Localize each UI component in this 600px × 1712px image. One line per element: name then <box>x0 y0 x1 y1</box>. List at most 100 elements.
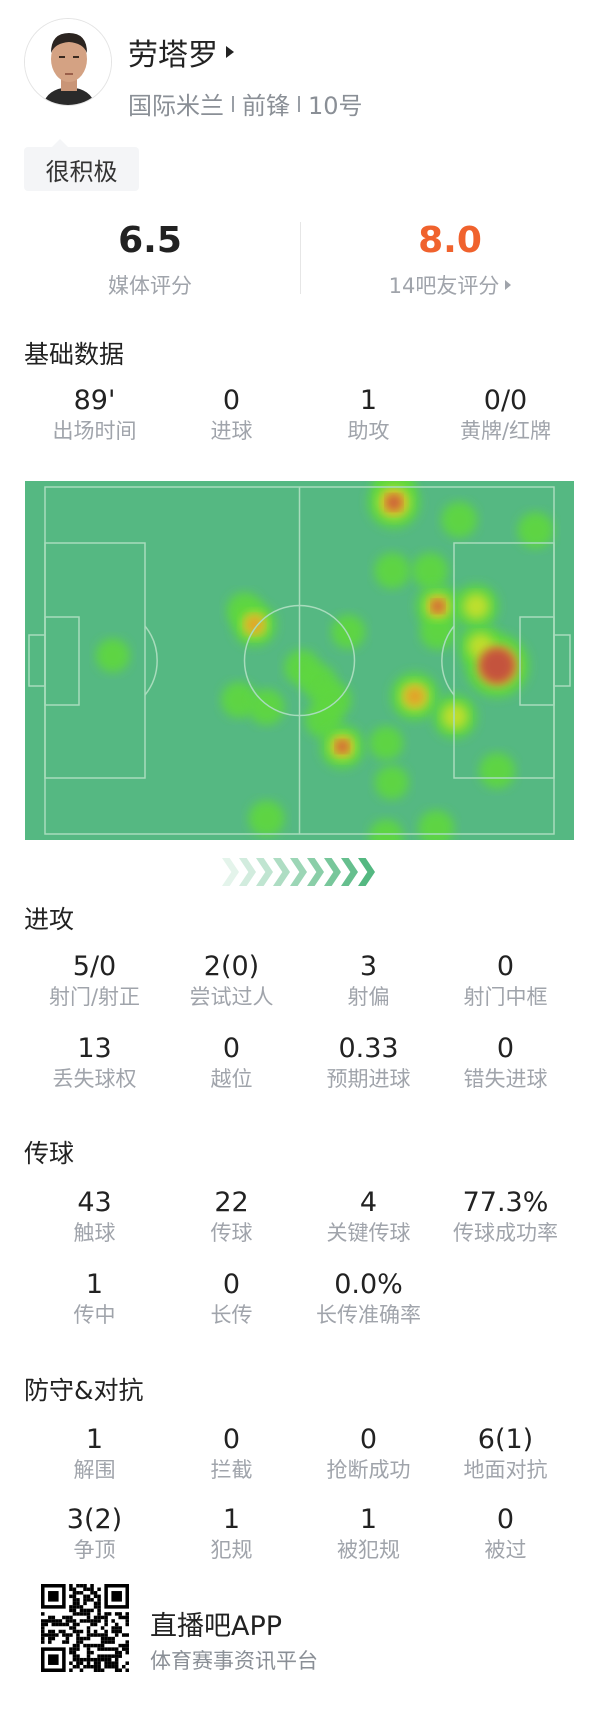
section-title: 防守&对抗 <box>24 1376 144 1405</box>
stat-item: 22 传球 <box>163 1187 300 1247</box>
heatmap-spot <box>478 647 516 684</box>
stat-label: 助攻 <box>347 419 390 443</box>
stat-value: 1 <box>85 1269 104 1300</box>
heatmap-spot <box>336 741 348 753</box>
heatmap-spot <box>442 703 468 730</box>
stat-label: 传球成功率 <box>453 1221 558 1245</box>
chevron-right-icon <box>256 858 273 886</box>
stat-value: 0 <box>496 1504 515 1535</box>
stat-item: 0 进球 <box>163 385 300 445</box>
stat-value: 1 <box>359 385 378 416</box>
stat-label: 错失进球 <box>463 1067 548 1091</box>
stat-value: 0 <box>222 385 241 416</box>
divider <box>232 95 234 112</box>
attack-direction-arrows <box>222 858 375 886</box>
player-avatar[interactable] <box>24 18 112 106</box>
stat-item: 0.0% 长传准确率 <box>300 1269 437 1329</box>
stat-value: 0 <box>222 1269 241 1300</box>
chevron-right-icon <box>290 858 307 886</box>
stat-label: 地面对抗 <box>463 1458 548 1482</box>
stat-value: 22 <box>214 1187 249 1218</box>
section-title: 传球 <box>24 1139 75 1168</box>
stat-label: 射门中框 <box>463 985 548 1009</box>
heatmap-spot <box>412 552 449 589</box>
section-title: 进攻 <box>24 905 75 934</box>
heatmap-spot <box>386 495 401 510</box>
stat-value: 0 <box>496 951 515 982</box>
player-info: 国际米兰 前锋 10号 <box>128 86 363 121</box>
chevron-right-icon <box>273 858 290 886</box>
stat-value: 43 <box>77 1187 112 1218</box>
stat-label: 预期进球 <box>326 1067 411 1091</box>
app-subtitle: 体育赛事资讯平台 <box>150 1649 318 1673</box>
stat-value: 1 <box>222 1504 241 1535</box>
fans-rating-label: 14吧友评分 <box>388 274 500 298</box>
stat-value: 4 <box>359 1187 378 1218</box>
stat-value: 77.3% <box>462 1187 549 1218</box>
chevron-right-icon <box>307 858 324 886</box>
divider <box>298 95 300 112</box>
fans-rating[interactable]: 8.0 14吧友评分 <box>300 220 600 300</box>
section-title: 基础数据 <box>24 340 125 369</box>
stat-item: 1 被犯规 <box>300 1504 437 1564</box>
stat-item: 0 抢断成功 <box>300 1424 437 1484</box>
stat-item: 0 错失进球 <box>437 1033 574 1093</box>
player-photo <box>25 19 111 105</box>
heatmap-pitch <box>25 481 574 840</box>
stat-value: 1 <box>85 1424 104 1455</box>
heatmap-spot <box>404 686 425 707</box>
chevron-right-icon <box>324 858 341 886</box>
stat-label: 争顶 <box>73 1538 116 1562</box>
stat-value: 1 <box>359 1504 378 1535</box>
stat-item: 0/0 黄牌/红牌 <box>437 385 574 445</box>
stat-label: 尝试过人 <box>189 985 274 1009</box>
stat-item: 43 触球 <box>26 1187 163 1247</box>
chevron-right-icon <box>239 858 256 886</box>
stat-item: 0 长传 <box>163 1269 300 1329</box>
stat-item: 6(1) 地面对抗 <box>437 1424 574 1484</box>
stat-label: 黄牌/红牌 <box>459 419 552 443</box>
stat-value: 13 <box>77 1033 112 1064</box>
stat-item: 0 越位 <box>163 1033 300 1093</box>
stat-item: 2(0) 尝试过人 <box>163 951 300 1011</box>
chevron-right-icon <box>341 858 358 886</box>
media-rating: 6.5 媒体评分 <box>0 220 300 300</box>
stat-label: 拦截 <box>210 1458 253 1482</box>
stat-item: 5/0 射门/射正 <box>26 951 163 1011</box>
heatmap-spot <box>517 512 554 549</box>
stat-value: 6(1) <box>477 1424 534 1455</box>
stat-label: 长传准确率 <box>316 1303 421 1327</box>
team-name: 国际米兰 <box>128 92 224 120</box>
stat-value: 3 <box>359 951 378 982</box>
player-name: 劳塔罗 <box>128 38 218 73</box>
divider <box>300 222 301 294</box>
app-name: 直播吧APP <box>150 1611 283 1642</box>
media-rating-label: 媒体评分 <box>108 274 192 298</box>
heatmap-spot <box>245 615 264 634</box>
heatmap-spot <box>418 810 455 840</box>
stat-label: 长传 <box>210 1303 253 1327</box>
stat-value: 5/0 <box>72 951 117 982</box>
fans-rating-value: 8.0 <box>418 220 482 261</box>
stat-item: 0 拦截 <box>163 1424 300 1484</box>
stat-label: 射门/射正 <box>48 985 141 1009</box>
stat-label: 进球 <box>210 419 253 443</box>
media-rating-value: 6.5 <box>118 220 182 261</box>
stat-item: 3 射偏 <box>300 951 437 1011</box>
stat-item: 89' 出场时间 <box>26 385 163 445</box>
stat-label: 射偏 <box>347 985 390 1009</box>
stat-label: 传球 <box>210 1221 253 1245</box>
chevron-right-icon <box>358 858 375 886</box>
heatmap-spot <box>479 752 516 789</box>
stat-label: 解围 <box>73 1458 116 1482</box>
pitch-lines <box>28 486 571 835</box>
stat-label: 犯规 <box>210 1538 253 1562</box>
heatmap-spot <box>369 819 404 840</box>
stat-value: 89' <box>73 385 116 416</box>
stat-item: 4 关键传球 <box>300 1187 437 1247</box>
heatmap-spot <box>441 501 478 538</box>
stat-item: 0 射门中框 <box>437 951 574 1011</box>
stat-item: 0.33 预期进球 <box>300 1033 437 1093</box>
heatmap-spot <box>369 726 404 761</box>
player-name-link[interactable]: 劳塔罗 <box>128 30 234 74</box>
